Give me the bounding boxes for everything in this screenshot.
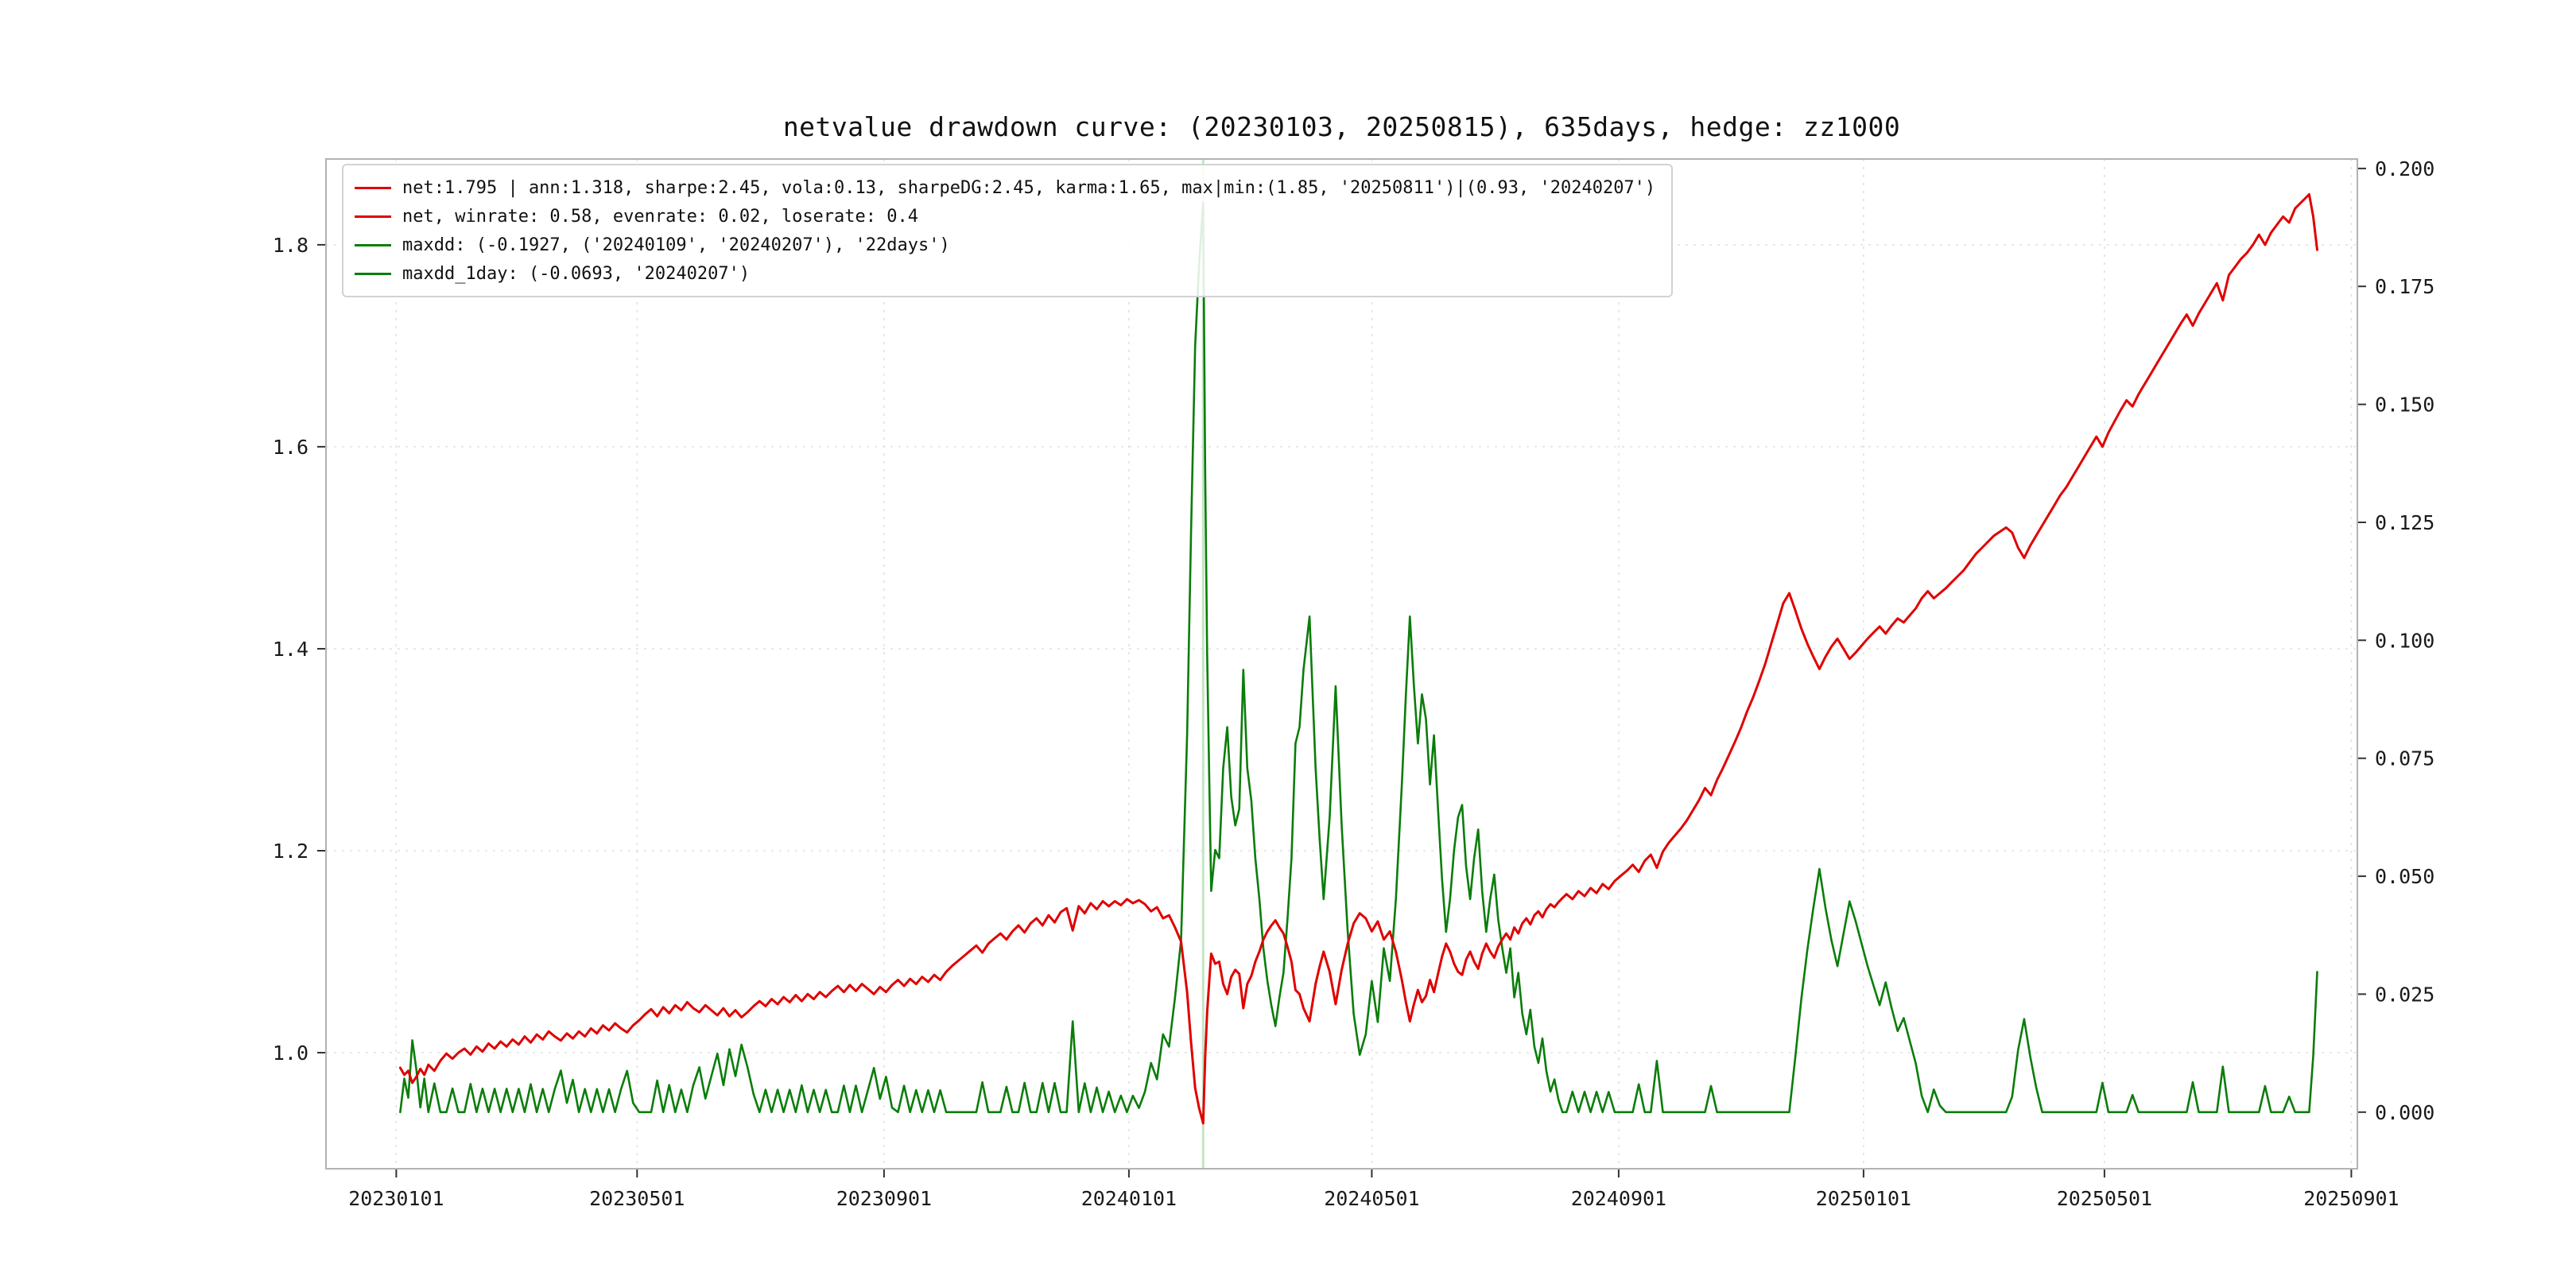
y-left-tick-label: 1.8 [273, 234, 308, 257]
y-right-tick-label: 0.200 [2375, 157, 2434, 180]
x-axis-tick-label: 20250501 [2057, 1187, 2152, 1210]
legend-item-net-rates: net, winrate: 0.58, evenrate: 0.02, lose… [355, 202, 1655, 231]
x-axis-tick-label: 20240101 [1081, 1187, 1177, 1210]
y-left-tick-label: 1.6 [273, 436, 308, 459]
chart-title: netvalue drawdown curve: (20230103, 2025… [782, 111, 1901, 142]
legend-item-label: net:1.795 | ann:1.318, sharpe:2.45, vola… [402, 177, 1656, 198]
plot-border [325, 158, 2358, 1170]
legend-item-net: net:1.795 | ann:1.318, sharpe:2.45, vola… [355, 173, 1655, 202]
y-right-tick-label: 0.125 [2375, 511, 2434, 534]
drawdown-line [399, 201, 2318, 1114]
y-right-tick-label: 0.050 [2375, 865, 2434, 888]
y-right-tick-label: 0.075 [2375, 747, 2434, 770]
legend-item-label: net, winrate: 0.58, evenrate: 0.02, lose… [402, 206, 919, 227]
legend-item-maxdd-1day: maxdd_1day: (-0.0693, '20240207') [355, 259, 1655, 288]
y-right-tick-label: 0.025 [2375, 983, 2434, 1006]
y-right-tick-label: 0.100 [2375, 629, 2434, 652]
y-right-tick-label: 0.150 [2375, 394, 2434, 417]
legend-item-label: maxdd: (-0.1927, ('20240109', '20240207'… [402, 235, 950, 255]
legend-line-swatch [355, 215, 391, 218]
legend-item-maxdd: maxdd: (-0.1927, ('20240109', '20240207'… [355, 231, 1655, 259]
x-axis-tick-label: 20230101 [348, 1187, 444, 1210]
x-axis-tick-label: 20240501 [1324, 1187, 1419, 1210]
legend-item-label: maxdd_1day: (-0.0693, '20240207') [402, 263, 751, 284]
legend-line-swatch [355, 186, 391, 189]
y-left-tick-label: 1.4 [273, 638, 308, 661]
y-left-tick-label: 1.0 [273, 1042, 308, 1065]
legend-box: net:1.795 | ann:1.318, sharpe:2.45, vola… [342, 164, 1674, 297]
x-axis-tick-label: 20230901 [836, 1187, 932, 1210]
x-axis-tick-label: 20250101 [1816, 1187, 1911, 1210]
legend-line-swatch [355, 272, 391, 275]
y-left-tick-label: 1.2 [273, 840, 308, 863]
legend-line-swatch [355, 243, 391, 246]
y-right-tick-label: 0.175 [2375, 275, 2434, 298]
y-right-tick-label: 0.000 [2375, 1101, 2434, 1124]
net-line [398, 192, 2318, 1125]
x-axis-tick-label: 20250901 [2303, 1187, 2399, 1210]
x-axis-tick-label: 20240901 [1571, 1187, 1666, 1210]
x-axis-tick-label: 20230501 [589, 1187, 685, 1210]
